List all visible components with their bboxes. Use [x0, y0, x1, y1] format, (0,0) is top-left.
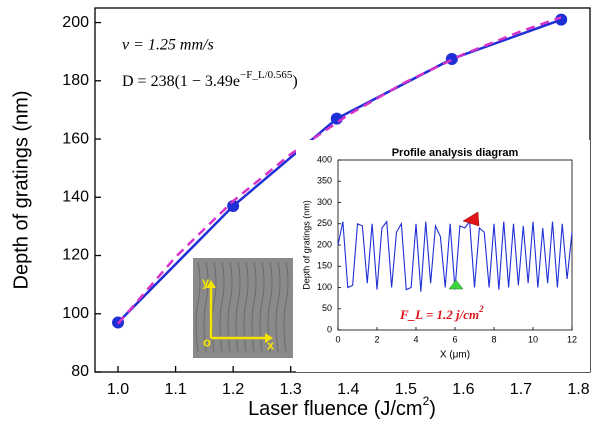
annotation: v = 1.25 mm/s — [122, 37, 214, 54]
y-axis-title: Depth of gratings (nm) — [10, 91, 32, 290]
y-tick-label: 0 — [327, 324, 332, 334]
x-tick-label: 8 — [491, 334, 496, 344]
sem-y-label: y — [202, 274, 210, 289]
annotation: D = 238(1 − 3.49e−F_L/0.565) — [122, 69, 298, 90]
x-tick-label: 1.1 — [164, 381, 186, 398]
sem-x-label: x — [267, 337, 275, 352]
x-tick-label: 12 — [567, 334, 577, 344]
annotation-text: D = 238(1 − 3.49e — [122, 73, 240, 90]
x-tick-label: 4 — [413, 334, 418, 344]
y-tick-label: 140 — [62, 188, 89, 205]
x-tick-label: 1.0 — [107, 381, 129, 398]
x-tick-label: 1.7 — [510, 381, 532, 398]
inset-annotation-sup: 2 — [478, 304, 484, 314]
inset-annotation-text: F_L = 1.2 j/cm — [399, 307, 479, 322]
x-tick-label: 1.2 — [222, 381, 244, 398]
main-plot: 1.0 1.1 1.2 1.3 1.4 1.5 1.6 1.7 1.88010012014016… — [10, 7, 591, 420]
y-tick-label: 400 — [317, 154, 332, 164]
inset-title: Profile analysis diagram — [392, 147, 519, 159]
x-tick-label: 1.3 — [280, 381, 302, 398]
y-tick-label: 300 — [317, 197, 332, 207]
annotation-end: ) — [292, 73, 297, 90]
x-axis-title: Laser fluence (J/cm2) — [248, 394, 436, 420]
y-tick-label: 160 — [62, 130, 89, 147]
x-tick-label: 1.8 — [567, 381, 589, 398]
sem-origin-label: o — [203, 334, 211, 349]
x-axis-title-text: Laser fluence (J/cm — [248, 398, 423, 420]
inset-y-axis-title: Depth of gratings (nm) — [301, 200, 311, 290]
x-tick-label: 6 — [452, 334, 457, 344]
inset-plot: 0 2 4 6 8 10 12 0 50 100 150 200 250 300 350 400 Profile… — [301, 147, 577, 361]
y-tick-label: 100 — [62, 305, 89, 322]
y-tick-label: 150 — [317, 261, 332, 271]
y-tick-label: 250 — [317, 218, 332, 228]
x-axis-title-sup: 2 — [423, 394, 430, 408]
x-axis-title-end: ) — [429, 398, 436, 420]
series-line — [117, 16, 562, 325]
valley-marker — [448, 279, 464, 290]
inset-annotation: F_L = 1.2 j/cm2 — [399, 304, 484, 322]
y-tick-label: 180 — [62, 72, 89, 89]
x-tick-label: 10 — [528, 334, 538, 344]
x-tick-label: 1.4 — [337, 381, 359, 398]
x-tick-label: 0 — [335, 334, 340, 344]
peak-marker — [462, 211, 480, 227]
data-point — [555, 13, 568, 26]
y-tick-label: 120 — [62, 247, 89, 264]
x-tick-label: 2 — [374, 334, 379, 344]
y-tick-label: 200 — [317, 239, 332, 249]
y-tick-label: 200 — [62, 14, 89, 31]
y-tick-label: 80 — [71, 363, 89, 380]
y-tick-label: 350 — [317, 176, 332, 186]
inset-x-axis-title: X (μm) — [440, 350, 470, 361]
y-tick-label: 100 — [317, 282, 332, 292]
y-tick-label: 50 — [322, 303, 332, 313]
annotation-sup: −F_L/0.565 — [240, 69, 293, 81]
data-point — [227, 200, 240, 213]
x-tick-label: 1.5 — [395, 381, 417, 398]
sem-image: y o x — [193, 258, 293, 358]
x-tick-label: 1.6 — [452, 381, 474, 398]
series-line — [337, 220, 573, 292]
